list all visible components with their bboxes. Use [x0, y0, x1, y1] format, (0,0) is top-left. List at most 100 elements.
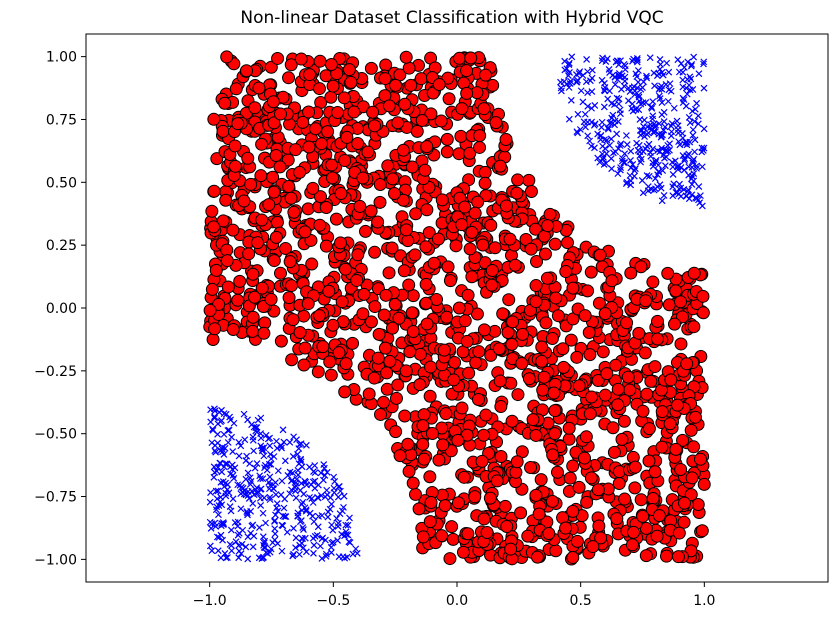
- blue-x-point: [660, 118, 668, 126]
- red-circle-point: [650, 314, 664, 328]
- red-circle-point: [626, 525, 640, 539]
- red-circle-point: [585, 390, 599, 404]
- blue-x-point: [330, 484, 338, 492]
- blue-x-point: [603, 150, 610, 158]
- blue-x-point: [278, 547, 286, 555]
- red-circle-point: [607, 445, 621, 459]
- blue-x-point: [586, 137, 594, 145]
- red-circle-point: [282, 71, 296, 85]
- blue-x-point: [284, 471, 292, 479]
- blue-x-point: [688, 60, 696, 68]
- red-circle-point: [233, 274, 247, 288]
- red-circle-point: [610, 512, 624, 526]
- red-circle-point: [248, 101, 262, 115]
- y-tick-label: 0.00: [46, 301, 77, 317]
- red-circle-point: [396, 193, 410, 207]
- blue-x-point: [236, 481, 244, 489]
- red-circle-point: [228, 159, 242, 173]
- blue-x-point: [667, 132, 675, 140]
- blue-x-point: [330, 473, 338, 481]
- red-circle-point: [460, 334, 474, 348]
- blue-x-point: [269, 481, 277, 489]
- red-circle-point: [660, 549, 674, 563]
- blue-x-point: [574, 110, 582, 118]
- red-circle-point: [286, 313, 300, 327]
- blue-x-point: [642, 99, 650, 106]
- red-circle-point: [669, 284, 683, 298]
- blue-x-point: [260, 452, 268, 460]
- red-circle-point: [461, 288, 475, 302]
- red-circle-point: [255, 137, 269, 151]
- blue-x-point: [212, 487, 220, 495]
- blue-x-point: [607, 135, 615, 143]
- blue-x-point: [608, 165, 616, 173]
- red-circle-point: [405, 160, 419, 174]
- blue-x-point: [627, 147, 635, 155]
- red-circle-point: [398, 97, 412, 111]
- red-circle-point: [374, 407, 388, 421]
- blue-x-point: [230, 419, 238, 427]
- blue-x-point: [670, 180, 678, 188]
- red-circle-point: [420, 140, 434, 154]
- blue-x-point: [323, 468, 331, 476]
- red-circle-point: [419, 296, 433, 310]
- blue-x-point: [635, 91, 643, 99]
- red-circle-point: [346, 336, 360, 350]
- blue-x-point: [616, 106, 624, 114]
- blue-x-point: [622, 132, 630, 139]
- blue-x-point: [298, 463, 306, 471]
- blue-x-point: [310, 541, 318, 549]
- blue-x-point: [267, 460, 275, 468]
- blue-x-point: [609, 111, 617, 119]
- blue-x-point: [260, 494, 268, 502]
- blue-x-point: [240, 410, 248, 418]
- blue-x-point: [575, 70, 583, 77]
- blue-x-point: [337, 487, 344, 495]
- blue-x-point: [639, 189, 647, 197]
- blue-x-point: [222, 554, 230, 562]
- red-circle-point: [440, 132, 454, 146]
- blue-x-point: [588, 118, 596, 126]
- blue-x-point: [666, 140, 674, 148]
- blue-x-point: [645, 172, 653, 180]
- blue-x-point: [219, 536, 227, 544]
- red-circle-point: [651, 332, 665, 346]
- red-circle-point: [695, 524, 709, 538]
- blue-x-point: [670, 104, 678, 112]
- blue-x-point: [220, 430, 228, 438]
- red-circle-point: [693, 452, 707, 466]
- red-circle-point: [350, 273, 364, 287]
- red-circle-point: [652, 509, 666, 523]
- red-circle-point: [479, 408, 493, 422]
- red-circle-point: [620, 316, 634, 330]
- red-circle-point: [339, 262, 353, 276]
- red-circle-point: [332, 346, 346, 360]
- points-layer: [203, 50, 711, 566]
- red-circle-point: [566, 504, 580, 518]
- red-circle-point: [434, 114, 448, 128]
- red-circle-point: [473, 140, 487, 154]
- blue-x-point: [262, 431, 270, 439]
- blue-x-point: [259, 533, 267, 541]
- blue-x-point: [638, 177, 646, 184]
- blue-x-point: [695, 70, 703, 78]
- red-circle-point: [420, 203, 434, 217]
- red-circle-point: [586, 540, 600, 554]
- blue-x-point: [260, 543, 268, 551]
- red-circle-point: [636, 509, 650, 523]
- red-circle-point: [639, 294, 653, 308]
- blue-x-point: [653, 72, 661, 80]
- red-circle-point: [559, 521, 573, 535]
- red-circle-point: [516, 327, 530, 341]
- blue-x-point: [658, 68, 666, 76]
- blue-x-point: [286, 438, 294, 446]
- blue-x-point: [579, 72, 587, 79]
- red-circle-point: [593, 248, 607, 262]
- blue-x-point: [266, 473, 274, 481]
- blue-x-point: [227, 470, 234, 478]
- red-circle-point: [442, 92, 456, 106]
- red-circle-point: [697, 477, 711, 491]
- red-circle-point: [274, 334, 288, 348]
- blue-x-point: [598, 118, 606, 126]
- red-circle-point: [556, 342, 570, 356]
